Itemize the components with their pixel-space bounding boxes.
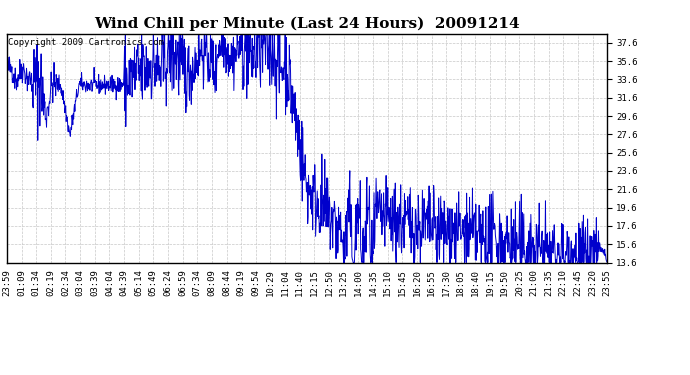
Text: Copyright 2009 Cartronics.com: Copyright 2009 Cartronics.com	[8, 38, 164, 47]
Title: Wind Chill per Minute (Last 24 Hours)  20091214: Wind Chill per Minute (Last 24 Hours) 20…	[95, 17, 520, 31]
